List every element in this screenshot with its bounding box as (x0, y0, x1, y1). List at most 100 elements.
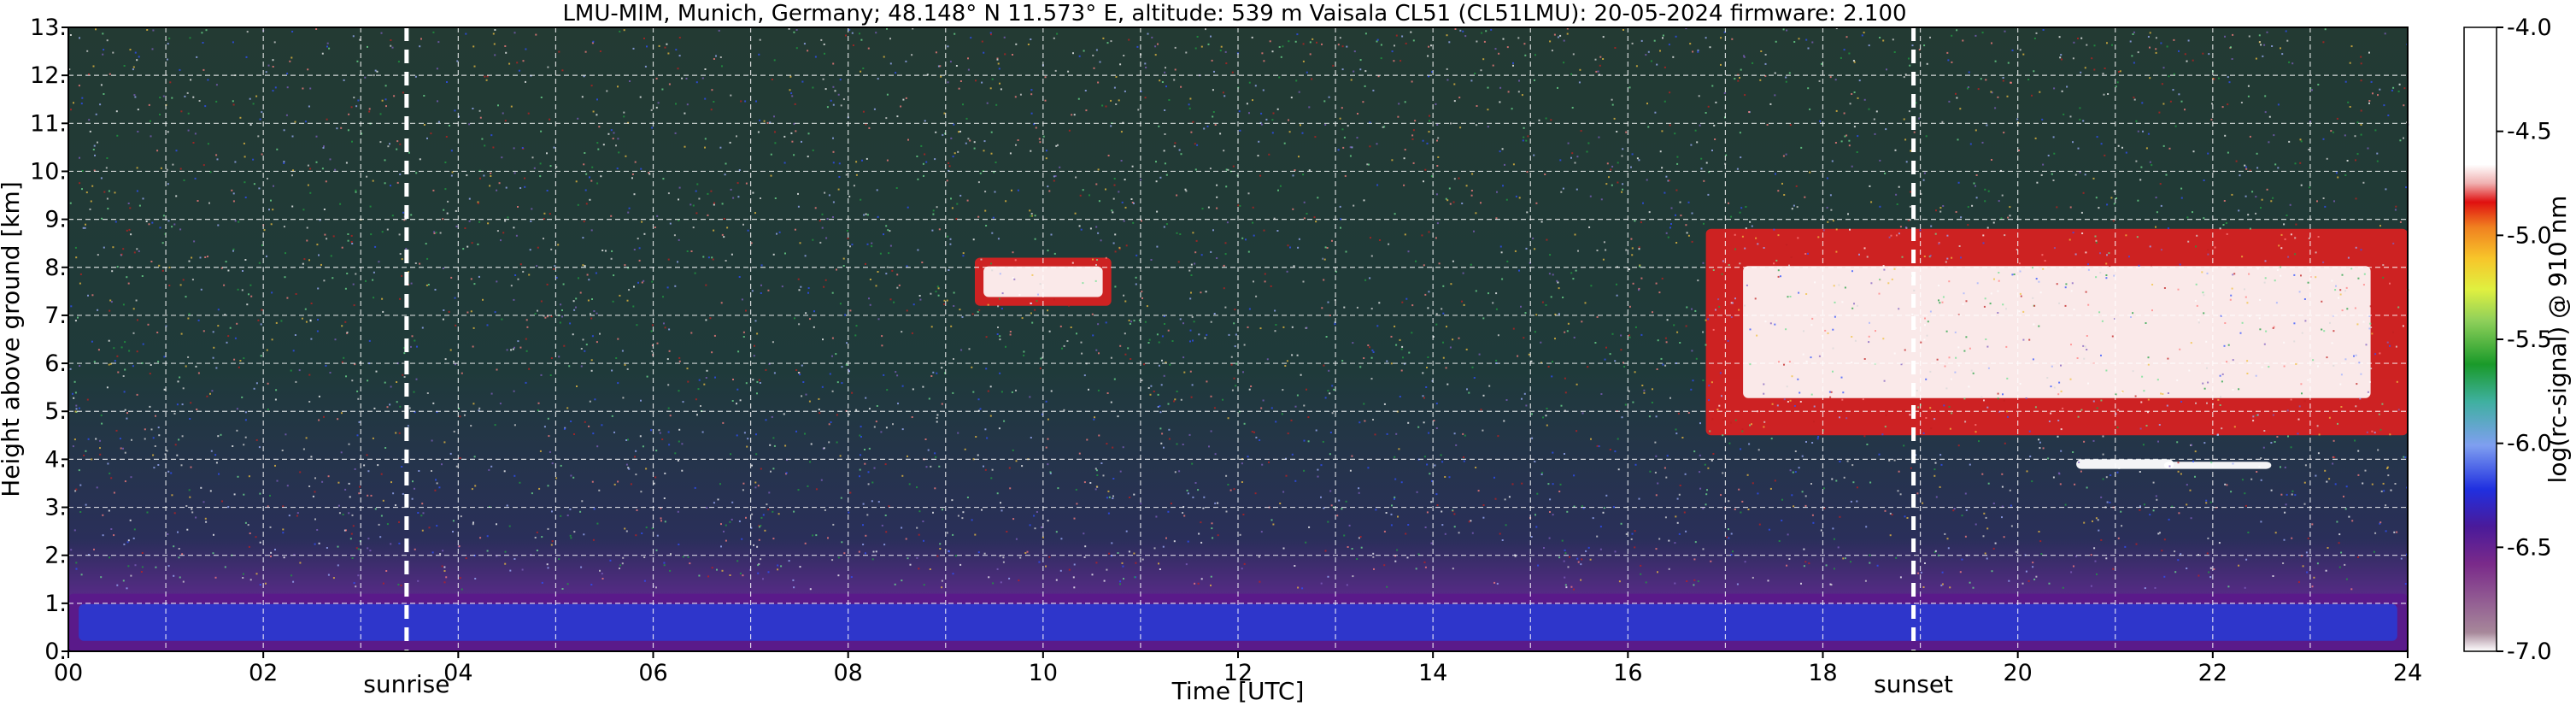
noise-speckle (1111, 209, 1113, 212)
noise-speckle (2214, 246, 2216, 249)
noise-speckle (127, 565, 130, 568)
noise-speckle (1033, 123, 1036, 126)
noise-speckle (1922, 502, 1924, 504)
noise-speckle (1748, 443, 1751, 445)
noise-speckle (1125, 244, 1128, 247)
noise-speckle (792, 579, 795, 581)
noise-speckle (519, 187, 522, 189)
noise-speckle (2366, 431, 2368, 433)
noise-speckle (1541, 472, 1544, 474)
noise-speckle (1448, 187, 1451, 190)
noise-speckle (2335, 172, 2338, 174)
noise-speckle (959, 80, 962, 82)
noise-speckle (1909, 205, 1911, 208)
noise-speckle (1869, 185, 1871, 187)
noise-speckle (494, 424, 496, 427)
noise-speckle (1322, 440, 1324, 443)
noise-speckle (308, 401, 311, 403)
noise-speckle (696, 183, 699, 185)
noise-speckle (636, 509, 638, 511)
noise-speckle (308, 105, 310, 108)
noise-speckle (2226, 484, 2228, 486)
noise-speckle (431, 551, 434, 554)
noise-speckle (1662, 363, 1664, 366)
noise-speckle (1960, 216, 1963, 219)
noise-speckle (1278, 46, 1281, 48)
noise-speckle (765, 419, 767, 421)
noise-speckle (826, 106, 829, 109)
noise-speckle (2192, 460, 2194, 462)
noise-speckle (599, 332, 601, 335)
noise-speckle (2079, 118, 2081, 121)
noise-speckle (190, 466, 192, 468)
noise-speckle (1164, 109, 1166, 111)
noise-speckle (1676, 521, 1679, 524)
noise-speckle (643, 580, 646, 582)
noise-speckle (581, 96, 584, 98)
noise-speckle (1023, 350, 1025, 353)
noise-speckle (1737, 74, 1740, 76)
noise-speckle (1302, 280, 1305, 283)
noise-speckle (1057, 487, 1059, 490)
noise-speckle (835, 353, 837, 356)
noise-speckle (1776, 404, 1779, 407)
noise-speckle (455, 324, 457, 327)
noise-speckle (496, 280, 498, 283)
noise-speckle (1645, 54, 1647, 56)
noise-speckle (2019, 49, 2021, 51)
noise-speckle (797, 192, 799, 195)
noise-speckle (351, 557, 354, 559)
noise-speckle (338, 512, 341, 515)
noise-speckle (347, 239, 349, 242)
noise-speckle (1429, 115, 1430, 117)
noise-speckle (1495, 292, 1498, 295)
noise-speckle (1978, 440, 1980, 443)
noise-speckle (736, 434, 738, 437)
noise-speckle (1759, 79, 1762, 81)
noise-speckle (2013, 274, 2016, 275)
noise-speckle (274, 464, 276, 467)
noise-speckle (1216, 257, 1218, 259)
noise-speckle (443, 441, 446, 444)
noise-speckle (344, 488, 347, 491)
noise-speckle (85, 450, 87, 452)
noise-speckle (1135, 276, 1137, 279)
noise-speckle (420, 515, 423, 517)
noise-speckle (2286, 493, 2288, 496)
noise-speckle (2333, 456, 2336, 459)
noise-speckle (204, 105, 207, 108)
noise-speckle (1274, 309, 1276, 312)
noise-speckle (1108, 496, 1111, 498)
noise-speckle (841, 541, 843, 544)
noise-speckle (399, 143, 402, 145)
noise-speckle (2385, 188, 2387, 191)
noise-speckle (2168, 147, 2171, 150)
noise-speckle (1700, 168, 1703, 170)
noise-speckle (2004, 234, 2006, 237)
noise-speckle (992, 216, 995, 219)
noise-speckle (1924, 562, 1926, 564)
noise-speckle (840, 497, 842, 499)
noise-speckle (414, 75, 417, 78)
noise-speckle (1640, 221, 1642, 224)
noise-speckle (2256, 414, 2259, 416)
noise-speckle (2255, 57, 2257, 60)
noise-speckle (1600, 198, 1603, 201)
noise-speckle (651, 527, 654, 530)
noise-speckle (648, 173, 651, 175)
noise-speckle (1331, 385, 1334, 387)
noise-speckle (1475, 467, 1477, 468)
noise-speckle (178, 556, 180, 559)
noise-speckle (442, 267, 444, 269)
noise-speckle (2038, 531, 2040, 532)
noise-speckle (2156, 498, 2158, 501)
noise-speckle (592, 432, 595, 435)
noise-speckle (79, 156, 80, 159)
noise-speckle (793, 586, 795, 589)
noise-speckle (1544, 174, 1546, 175)
noise-speckle (668, 83, 671, 85)
noise-speckle (666, 358, 669, 361)
noise-speckle (1471, 173, 1474, 175)
noise-speckle (1775, 40, 1777, 43)
noise-speckle (731, 518, 733, 521)
